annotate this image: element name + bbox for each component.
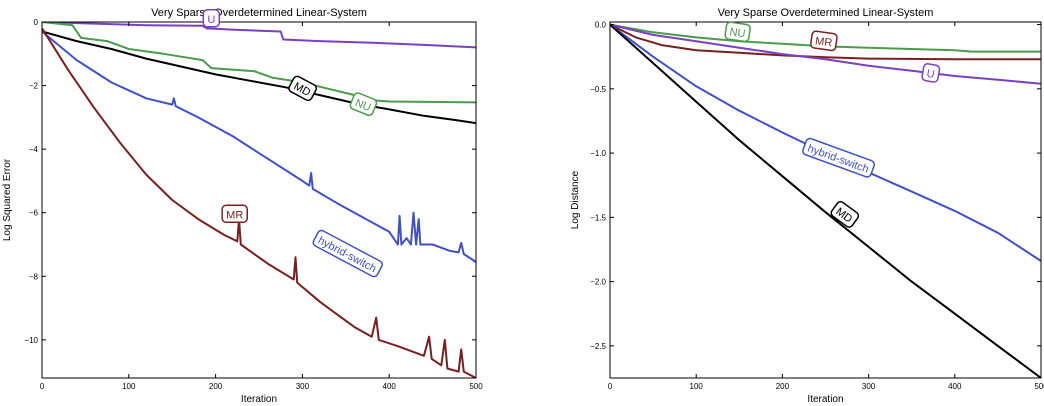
- y-tick-label: −1.5: [590, 213, 606, 222]
- series-label-box: [312, 229, 383, 278]
- series-label-hybrid-switch: hybrid-switch: [802, 137, 876, 178]
- y-tick-label: −2.5: [590, 342, 606, 351]
- series-label-box: [810, 30, 838, 52]
- x-tick-label: 200: [209, 382, 223, 391]
- series-label-box: [288, 75, 318, 102]
- x-tick-label: 400: [383, 382, 397, 391]
- y-tick-label: 0.0: [595, 21, 607, 30]
- series-label-box: [221, 204, 249, 224]
- x-axis-label: Iteration: [807, 394, 843, 405]
- y-tick-label: −1.0: [590, 149, 606, 158]
- chart-log-distance: Very Sparse Overdetermined Linear-System…: [570, 7, 1044, 405]
- plot-area: [42, 22, 476, 378]
- series-label-text: U: [207, 14, 215, 26]
- y-axis-label: Log Squared Error: [2, 158, 13, 241]
- series-label-box: [724, 21, 751, 43]
- y-tick-label: −2: [29, 82, 39, 91]
- series-label-nu: NU: [349, 92, 378, 117]
- series-line-hybrid-switch: [42, 30, 476, 263]
- x-tick-label: 500: [469, 382, 483, 391]
- series-label-u: U: [202, 9, 221, 28]
- chart-log-squared-error: Very Sparse Overdetermined Linear-System…: [2, 7, 483, 405]
- y-tick-label: −0.5: [590, 85, 606, 94]
- series-label-text: U: [926, 68, 936, 81]
- x-tick-label: 0: [40, 382, 45, 391]
- series-label-text: MR: [814, 35, 833, 49]
- series-line-u: [610, 23, 1041, 85]
- series-label-box: [349, 92, 378, 117]
- y-tick-label: −4: [29, 145, 39, 154]
- series-label-md: MD: [288, 75, 318, 102]
- y-tick-label: −10: [24, 336, 38, 345]
- x-axis-label: Iteration: [241, 394, 277, 405]
- x-tick-label: 300: [296, 382, 310, 391]
- series-label-box: [802, 137, 876, 178]
- series-label-u: U: [921, 63, 941, 83]
- axes-frame: [609, 21, 1042, 379]
- x-tick-label: 300: [862, 382, 876, 391]
- series-label-text: NU: [353, 97, 372, 114]
- series-line-mr: [610, 23, 1041, 61]
- axes-frame: [41, 21, 477, 379]
- series-label-text: NU: [729, 26, 746, 40]
- series-label-mr: MR: [810, 30, 838, 52]
- x-tick-label: 400: [948, 382, 962, 391]
- series-label-box: [921, 63, 941, 83]
- x-tick-label: 0: [608, 382, 613, 391]
- y-axis-label: Log Distance: [570, 170, 581, 229]
- chart-title: Very Sparse Overdetermined Linear-System: [718, 7, 934, 19]
- x-tick-label: 500: [1034, 382, 1044, 391]
- y-tick-label: −2.0: [590, 278, 606, 287]
- series-label-nu: NU: [724, 21, 751, 43]
- x-tick-label: 200: [776, 382, 790, 391]
- series-line-nu: [42, 22, 476, 104]
- x-tick-label: 100: [690, 382, 704, 391]
- series-label-box: [830, 200, 860, 228]
- series-label-mr: MR: [221, 204, 249, 224]
- plot-area: [610, 23, 1041, 378]
- series-line-md: [42, 30, 476, 125]
- y-tick-label: 0: [34, 18, 39, 27]
- chart-title: Very Sparse Overdetermined Linear-System: [151, 7, 367, 19]
- series-line-u: [42, 22, 476, 49]
- series-line-md: [610, 23, 1041, 378]
- series-label-text: MR: [226, 209, 243, 221]
- x-tick-label: 100: [122, 382, 136, 391]
- series-label-hybrid-switch: hybrid-switch: [312, 229, 383, 278]
- series-label-box: [202, 9, 221, 28]
- y-tick-label: −8: [29, 272, 39, 281]
- series-line-mr: [42, 27, 476, 378]
- y-tick-label: −6: [29, 209, 39, 218]
- series-label-md: MD: [830, 200, 860, 228]
